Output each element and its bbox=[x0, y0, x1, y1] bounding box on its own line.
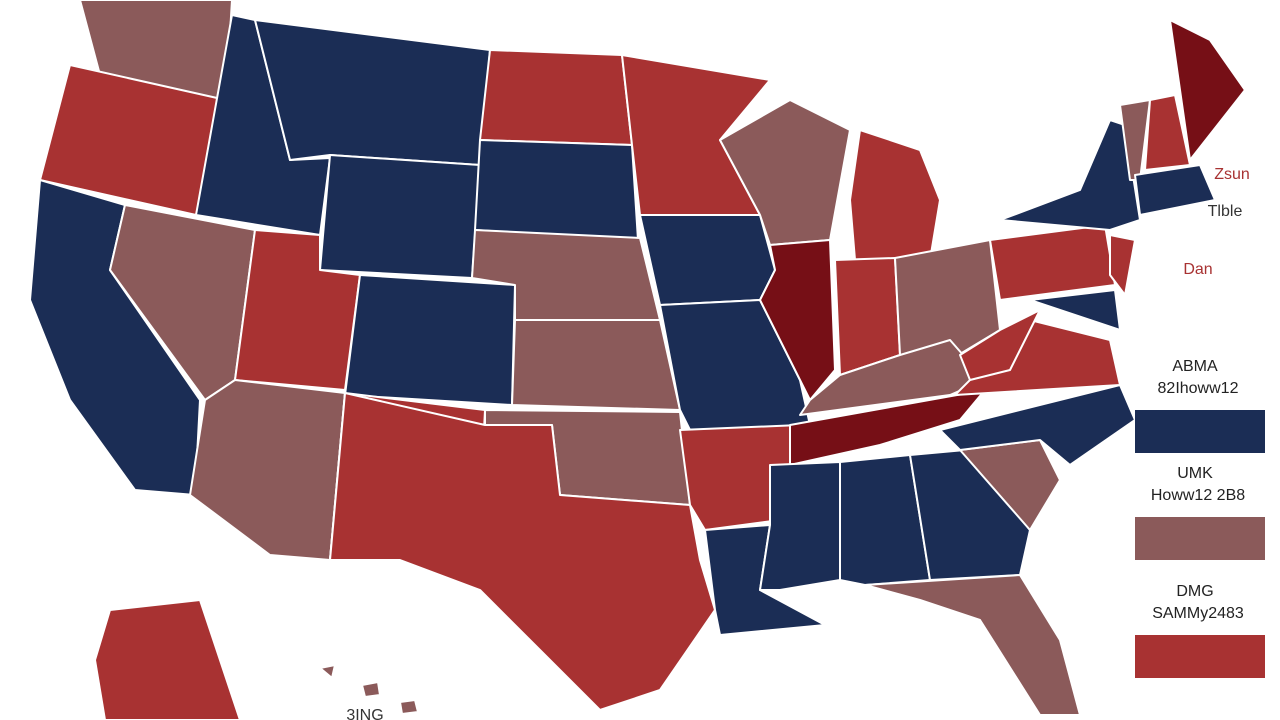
legend-title: DMG bbox=[1176, 583, 1213, 600]
legend-swatch bbox=[1135, 517, 1265, 560]
states bbox=[29, 0, 1246, 720]
legend-title: UMK bbox=[1177, 465, 1213, 482]
legend-swatch bbox=[1135, 410, 1265, 453]
annotations: Zsun Tlble Dan bbox=[1183, 166, 1249, 278]
legend: ABMA 82Ihoww12 UMK Howw12 2B8 DMG SAMMy2483 bbox=[1135, 358, 1265, 678]
annotation: Tlble bbox=[1208, 203, 1243, 220]
legend-label: SAMMy2483 bbox=[1152, 605, 1244, 622]
footer-label: 3ING bbox=[346, 707, 383, 720]
legend-title: ABMA bbox=[1172, 358, 1218, 375]
annotation: Zsun bbox=[1214, 166, 1250, 183]
annotation: Dan bbox=[1183, 261, 1212, 278]
legend-label: 82Ihoww12 bbox=[1158, 380, 1239, 397]
legend-swatch bbox=[1135, 635, 1265, 678]
legend-label: Howw12 2B8 bbox=[1151, 487, 1245, 504]
